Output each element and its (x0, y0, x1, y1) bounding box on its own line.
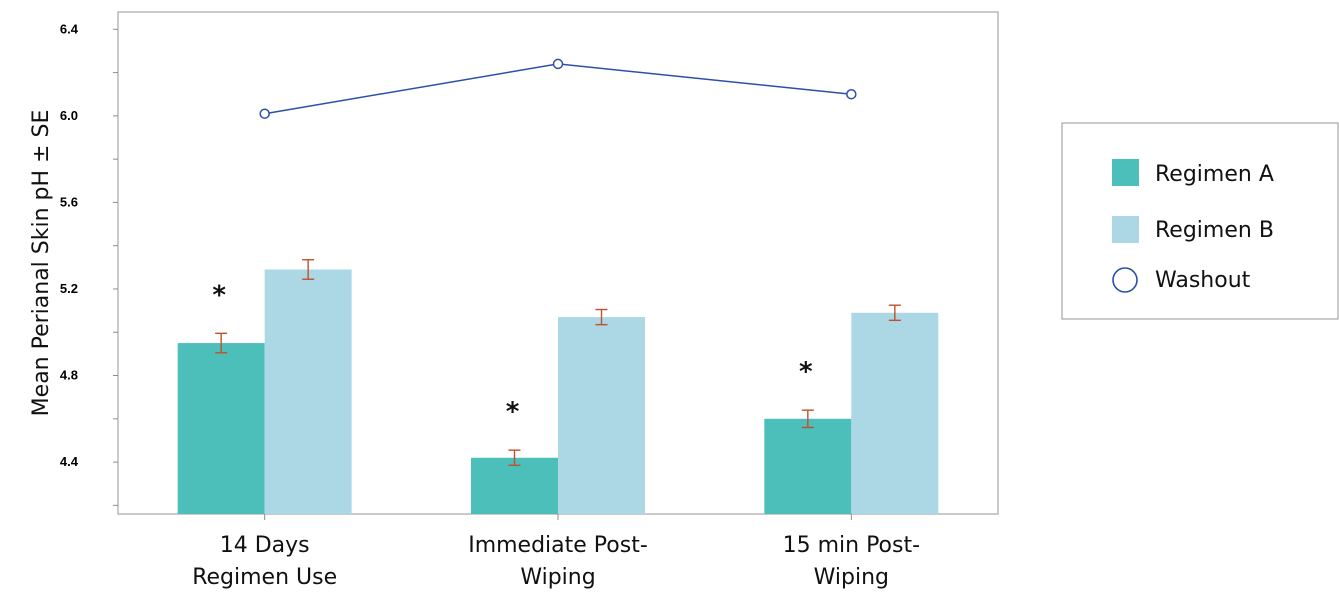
significance-star: * (506, 397, 520, 427)
washout-point (259, 108, 270, 119)
y-tick-label: 5.6 (60, 194, 78, 209)
legend-marker-washout (1112, 267, 1138, 293)
bar-regimen-a (764, 418, 852, 514)
x-category-label: Immediate Post- (468, 533, 648, 558)
y-axis-label: Mean Perianal Skin pH ± SE (29, 110, 54, 417)
x-category-label: 15 min Post- (783, 533, 920, 558)
x-category-label: Regimen Use (192, 565, 337, 590)
bar-regimen-b (264, 269, 352, 514)
y-tick-label: 6.4 (60, 21, 79, 36)
legend-swatch-regimen-a (1112, 159, 1139, 186)
washout-point (846, 88, 857, 100)
significance-star: * (212, 280, 226, 310)
y-tick-label: 6.0 (60, 108, 78, 123)
legend-swatch-regimen-b (1112, 216, 1139, 243)
x-category-label: 14 Days (220, 533, 310, 558)
bar-regimen-b (851, 312, 939, 514)
legend-label-washout: Washout (1155, 268, 1251, 293)
x-category-label: Wiping (520, 565, 595, 590)
washout-line (259, 58, 857, 119)
bar-regimen-a (177, 343, 265, 514)
x-axis: 14 Days Regimen Use Immediate Post- Wiping 1… (192, 514, 920, 590)
y-tick-label: 5.2 (60, 281, 78, 296)
washout-point (552, 58, 564, 70)
significance-star: * (799, 357, 813, 387)
legend-label-regimen-b: Regimen B (1155, 218, 1274, 243)
bar-regimen-b (558, 317, 645, 514)
legend-label-regimen-a: Regimen A (1155, 162, 1274, 187)
bars: * * * (177, 259, 939, 514)
bar-regimen-a (471, 457, 558, 514)
y-tick-label: 4.8 (60, 368, 78, 383)
legend-box (1061, 122, 1339, 320)
y-axis: 4.4 4.8 5.2 5.6 6.0 6.4 (60, 21, 118, 506)
legend: Regimen A Regimen B Washout (1061, 122, 1339, 320)
x-category-label: Wiping (814, 565, 889, 590)
y-tick-label: 4.4 (60, 454, 79, 469)
